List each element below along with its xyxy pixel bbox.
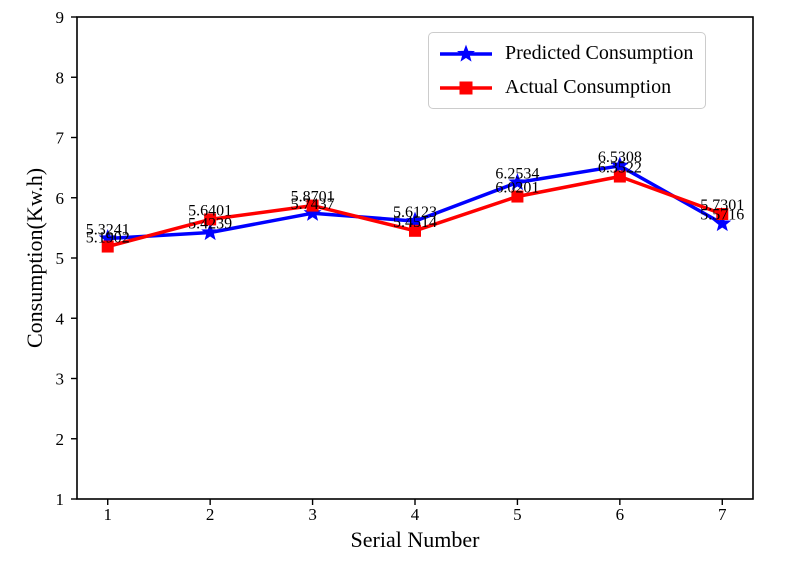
- predicted-point-marker: [610, 156, 629, 174]
- legend-label-actual: Actual Consumption: [505, 76, 672, 98]
- x-tick-label: 3: [308, 505, 317, 524]
- actual-point-value-label: 5.6401: [188, 202, 232, 219]
- star-marker-icon: [440, 44, 492, 62]
- x-tick-label: 5: [513, 505, 522, 524]
- y-axis-title: Consumption(Kw.h): [22, 168, 47, 348]
- predicted-point-marker: [713, 214, 732, 232]
- actual-point-value-label: 6.0201: [495, 180, 539, 197]
- square-marker-icon: [440, 81, 492, 94]
- actual-point-marker: [716, 208, 729, 221]
- predicted-point-value-label: 5.3241: [86, 221, 130, 238]
- predicted-point-value-label: 5.7437: [291, 196, 335, 213]
- actual-point-marker: [613, 170, 626, 183]
- actual-point-value-label: 5.1902: [86, 230, 130, 247]
- predicted-point-marker: [201, 223, 220, 241]
- y-tick-label: 6: [56, 189, 65, 208]
- x-tick-label: 6: [616, 505, 625, 524]
- y-tick-label: 2: [56, 430, 65, 449]
- predicted-point-marker: [406, 211, 424, 229]
- actual-point-marker: [409, 224, 421, 237]
- legend-item-predicted: Predicted Consumption: [438, 39, 693, 68]
- x-tick-label: 4: [411, 505, 420, 524]
- y-tick-label: 5: [56, 249, 65, 268]
- actual-point-marker: [101, 240, 114, 253]
- y-tick-label: 3: [56, 370, 65, 389]
- actual-point-value-label: 5.8701: [291, 189, 335, 206]
- legend-label-predicted: Predicted Consumption: [505, 42, 694, 64]
- x-tick-label: 2: [206, 505, 215, 524]
- actual-point-value-label: 6.3522: [598, 160, 642, 177]
- y-tick-label: 4: [56, 309, 65, 328]
- x-tick-label: 1: [103, 505, 112, 524]
- y-tick-label: 9: [56, 8, 65, 27]
- actual-point-marker: [204, 213, 217, 226]
- legend-item-actual: Actual Consumption: [438, 73, 693, 102]
- y-tick-label: 1: [56, 490, 65, 509]
- predicted-point-value-label: 5.4239: [188, 215, 232, 232]
- x-axis-title: Serial Number: [351, 527, 481, 552]
- predicted-point-value-label: 6.2534: [495, 165, 539, 182]
- actual-point-marker: [511, 190, 524, 203]
- predicted-point-marker: [508, 173, 527, 191]
- y-tick-label: 8: [56, 68, 65, 87]
- predicted-point-value-label: 5.6123: [393, 204, 437, 221]
- y-tick-label: 7: [56, 129, 65, 148]
- actual-point-marker: [306, 199, 319, 212]
- actual-point-value-label: 5.4514: [393, 214, 437, 231]
- x-tick-label: 7: [718, 505, 727, 524]
- actual-point-value-label: 5.7301: [700, 197, 744, 214]
- predicted-point-value-label: 6.5308: [598, 149, 642, 166]
- legend: Predicted Consumption Actual Consumption: [428, 32, 707, 109]
- predicted-point-value-label: 5.5716: [700, 207, 744, 224]
